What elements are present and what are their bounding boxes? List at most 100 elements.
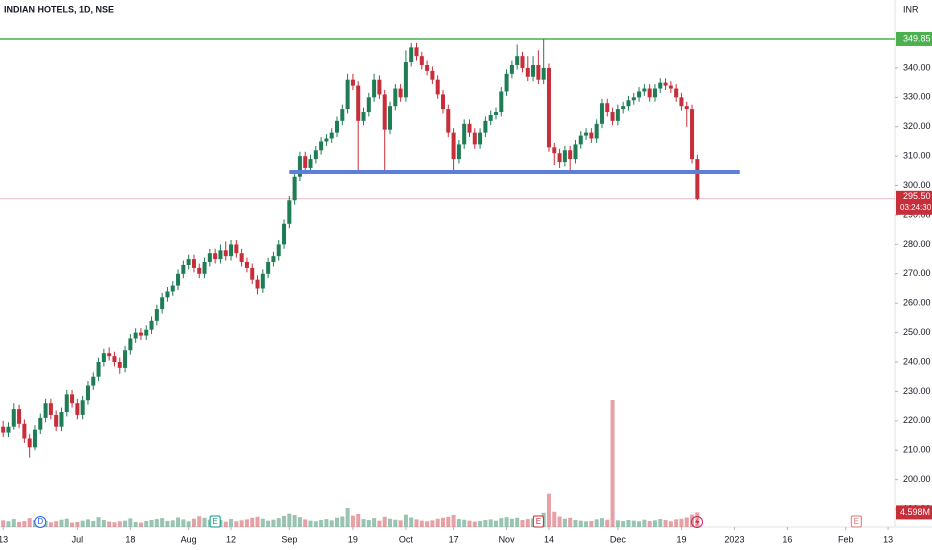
volume-bar [91, 520, 96, 527]
x-tick-label: Dec [610, 534, 627, 544]
y-tick-label: 240.00 [903, 356, 931, 366]
candle-body [160, 297, 165, 310]
candle-body [149, 320, 154, 330]
volume-bar [112, 522, 117, 527]
candle-body [478, 132, 483, 145]
candle-body [64, 394, 69, 413]
candle-body [91, 376, 96, 386]
volume-bar [11, 519, 16, 527]
candle-body [6, 426, 11, 433]
candle-body [324, 138, 329, 142]
candle-body [382, 94, 387, 130]
volume-bar [48, 522, 53, 527]
volume-bar [181, 519, 186, 527]
candle-body [117, 362, 122, 368]
volume-bar [64, 518, 69, 527]
volume-bar [552, 511, 557, 527]
candle-body [403, 62, 408, 98]
volume-tag [896, 505, 932, 520]
alert-icon [691, 516, 703, 528]
candle-body [589, 132, 594, 139]
candle-body [48, 403, 53, 415]
candle-body [414, 47, 419, 57]
candle-body [684, 106, 689, 110]
volume-bar [679, 518, 684, 527]
volume-bar [493, 520, 498, 527]
candle-body [584, 132, 589, 136]
candle-body [345, 79, 350, 110]
candle-body [393, 88, 398, 107]
volume-bar [271, 519, 276, 527]
y-tick-label: 310.00 [903, 151, 931, 161]
volume-bar [568, 517, 573, 527]
volume-bar [684, 517, 689, 527]
volume-bar [255, 516, 260, 527]
volume-bar [123, 520, 128, 527]
candle-body [483, 120, 488, 133]
candle-body [658, 82, 663, 89]
volume-bar [637, 521, 642, 527]
volume-bar [117, 521, 122, 527]
candle-body [128, 338, 133, 351]
candle-body [456, 144, 461, 160]
candle-body [515, 56, 520, 65]
volume-bar [80, 520, 85, 527]
volume-bar [584, 521, 589, 527]
volume-bar [546, 493, 551, 527]
x-tick-label: 13 [0, 534, 8, 544]
candle-body [244, 262, 249, 268]
candle-body [112, 356, 117, 363]
candle-body [610, 112, 615, 121]
volume-bar [589, 520, 594, 527]
volume-bar [250, 517, 255, 527]
volume-bar [223, 521, 228, 527]
candle-body [207, 253, 212, 263]
volume-bar [133, 521, 138, 527]
volume-bar [160, 518, 165, 527]
volume-bar [451, 514, 456, 527]
candle-body [319, 141, 324, 151]
y-tick-label: 270.00 [903, 268, 931, 278]
candle-body [387, 106, 393, 130]
x-tick-label: Feb [838, 534, 854, 544]
candle-body [11, 409, 16, 427]
candle-body [260, 273, 265, 289]
candle-body [308, 159, 313, 168]
volume-bar [414, 519, 419, 527]
volume-bar [573, 520, 578, 527]
candle-body [690, 109, 695, 160]
volume-bar [176, 517, 181, 527]
candle-body [605, 103, 610, 113]
candle-body [652, 88, 657, 98]
candle-body [186, 259, 191, 265]
candle-body [626, 100, 631, 107]
candle-body [176, 273, 181, 286]
volume-bar [6, 521, 11, 527]
candle-body [557, 153, 562, 163]
candle-body [425, 64, 430, 71]
x-tick-label: 16 [782, 534, 792, 544]
volume-bar [191, 518, 196, 527]
candle-body [631, 97, 636, 101]
candle-body [27, 438, 32, 448]
x-tick-label: 17 [449, 534, 459, 544]
volume-bar [128, 518, 133, 527]
volume-bar [54, 521, 59, 527]
candle-body [43, 403, 48, 418]
volume-bar [594, 519, 599, 527]
volume-bar [350, 515, 355, 527]
volume-pane [1, 400, 700, 527]
candle-body [647, 88, 652, 98]
volume-tag-label: 4.598M [900, 507, 930, 517]
volume-bar [578, 520, 583, 527]
candle-body [271, 256, 276, 263]
candle-body [679, 97, 684, 107]
candle-body [197, 267, 202, 274]
volume-bar [435, 518, 440, 527]
candle-body [181, 264, 186, 274]
candle-body [170, 285, 175, 292]
candle-body [133, 332, 138, 339]
volume-bar [234, 521, 239, 527]
y-tick-label: 200.00 [903, 474, 931, 484]
